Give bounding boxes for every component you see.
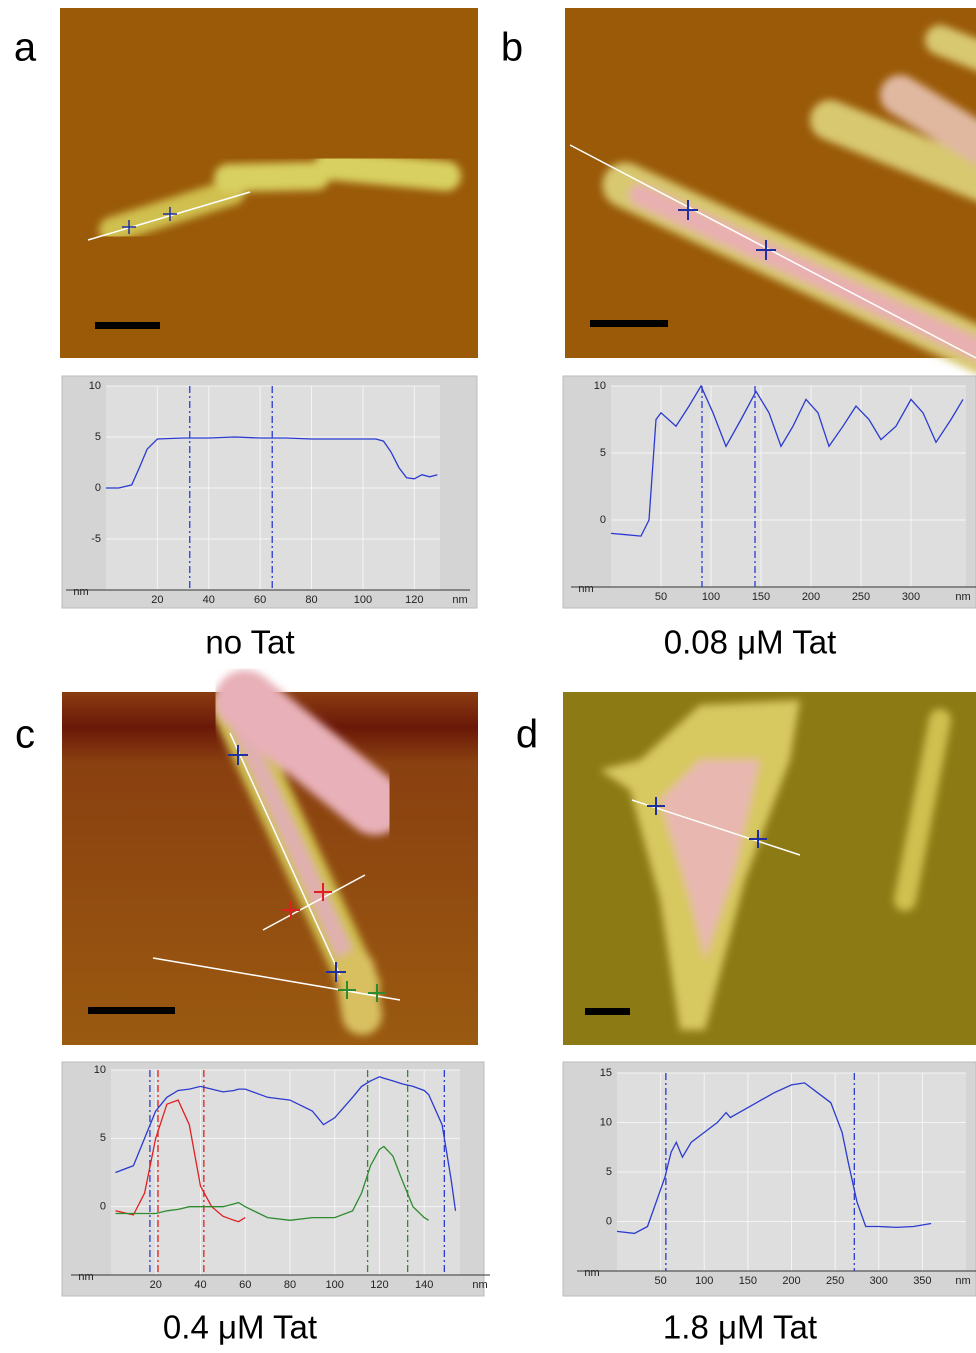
panel-caption: 0.08 μM Tat bbox=[664, 624, 837, 661]
x-tick-label: 100 bbox=[702, 591, 720, 603]
x-tick-label: 100 bbox=[354, 594, 372, 606]
y-tick-label: 5 bbox=[600, 447, 606, 459]
x-tick-label: 20 bbox=[150, 1279, 162, 1291]
y-tick-label: 15 bbox=[600, 1067, 612, 1079]
x-tick-label: 50 bbox=[655, 1275, 667, 1287]
x-tick-label: 40 bbox=[194, 1279, 206, 1291]
x-tick-label: 40 bbox=[203, 594, 215, 606]
x-tick-label: 60 bbox=[239, 1279, 251, 1291]
panel-caption: 1.8 μM Tat bbox=[663, 1309, 817, 1346]
y-tick-label: 0 bbox=[606, 1215, 612, 1227]
panel-letter: d bbox=[516, 713, 538, 757]
x-unit-label: nm bbox=[452, 594, 467, 606]
profile-line bbox=[115, 1076, 457, 1211]
x-tick-label: 80 bbox=[305, 594, 317, 606]
panel-caption: no Tat bbox=[205, 624, 294, 661]
x-tick-label: 350 bbox=[913, 1275, 931, 1287]
panel-caption: 0.4 μM Tat bbox=[163, 1309, 317, 1346]
y-tick-label: 0 bbox=[100, 1201, 106, 1213]
profile-line bbox=[115, 1099, 246, 1223]
y-tick-label: 10 bbox=[94, 1064, 106, 1076]
x-tick-label: 140 bbox=[415, 1279, 433, 1291]
x-tick-label: 200 bbox=[782, 1275, 800, 1287]
x-tick-label: 150 bbox=[739, 1275, 757, 1287]
y-tick-label: 10 bbox=[594, 380, 606, 392]
y-tick-label: 0 bbox=[600, 514, 606, 526]
x-tick-label: 250 bbox=[852, 591, 870, 603]
y-tick-label: 5 bbox=[95, 431, 101, 443]
x-tick-label: 50 bbox=[655, 591, 667, 603]
profile-line bbox=[616, 1082, 932, 1235]
afm-image-b bbox=[565, 8, 976, 374]
x-tick-label: 120 bbox=[405, 594, 423, 606]
x-tick-label: 80 bbox=[284, 1279, 296, 1291]
profile-line bbox=[610, 384, 964, 537]
y-unit-label: nm bbox=[73, 586, 88, 598]
y-unit-label: nm bbox=[578, 583, 593, 595]
x-tick-label: 300 bbox=[902, 591, 920, 603]
x-unit-label: nm bbox=[955, 1275, 970, 1287]
x-tick-label: 100 bbox=[695, 1275, 713, 1287]
x-tick-label: 200 bbox=[802, 591, 820, 603]
y-unit-label: nm bbox=[78, 1271, 93, 1283]
y-tick-label: 10 bbox=[600, 1116, 612, 1128]
x-tick-label: 120 bbox=[370, 1279, 388, 1291]
y-tick-label: 5 bbox=[606, 1166, 612, 1178]
afm-image-a bbox=[60, 8, 478, 358]
x-tick-label: 100 bbox=[326, 1279, 344, 1291]
afm-image-c bbox=[62, 670, 478, 1045]
x-tick-label: 250 bbox=[826, 1275, 844, 1287]
x-tick-label: 150 bbox=[752, 591, 770, 603]
y-tick-label: 0 bbox=[95, 482, 101, 494]
profile-line bbox=[106, 436, 438, 489]
x-tick-label: 300 bbox=[870, 1275, 888, 1287]
x-tick-label: 60 bbox=[254, 594, 266, 606]
panel-letter: c bbox=[15, 713, 35, 757]
panel-letter: a bbox=[14, 26, 37, 70]
plot-area bbox=[111, 1070, 460, 1275]
y-tick-label: -5 bbox=[91, 533, 101, 545]
y-tick-label: 10 bbox=[89, 380, 101, 392]
afm-image-d bbox=[563, 692, 976, 1045]
y-unit-label: nm bbox=[584, 1267, 599, 1279]
x-unit-label: nm bbox=[955, 591, 970, 603]
x-tick-label: 20 bbox=[151, 594, 163, 606]
y-tick-label: 5 bbox=[100, 1132, 106, 1144]
profile-line bbox=[115, 1145, 430, 1221]
panel-letter: b bbox=[501, 26, 523, 70]
plot-area bbox=[611, 386, 966, 587]
x-unit-label: nm bbox=[472, 1279, 487, 1291]
